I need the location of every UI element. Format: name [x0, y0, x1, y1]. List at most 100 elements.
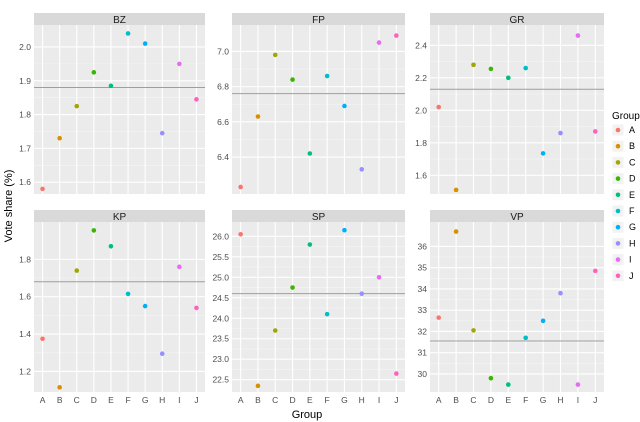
y-tick-label: 1.8	[19, 254, 31, 264]
data-point-j	[394, 371, 399, 376]
x-tick-label: E	[307, 395, 313, 405]
data-point-d	[91, 70, 97, 75]
y-tick-label: 32	[418, 326, 428, 336]
legend-label: H	[629, 238, 636, 248]
data-point-c	[272, 328, 278, 333]
y-tick-label: 1.8	[19, 110, 31, 120]
panel-background	[430, 222, 604, 392]
legend-swatch	[615, 160, 621, 165]
data-point-a	[238, 231, 243, 237]
data-point-b	[57, 385, 62, 390]
data-point-i	[177, 61, 182, 67]
data-point-j	[194, 97, 199, 102]
legend-item-c: C	[611, 155, 636, 169]
data-point-a	[436, 315, 442, 320]
facet-panel-kp: KP 1.2 1.4 1.6 1.8 A B C D E F G H I J	[19, 210, 205, 405]
facet-strip	[430, 210, 604, 222]
y-tick-label: 1.6	[19, 177, 31, 187]
data-point-d	[488, 66, 494, 72]
data-point-c	[74, 103, 80, 109]
data-point-e	[307, 242, 313, 247]
x-tick-label: H	[557, 395, 563, 405]
legend-item-d: D	[611, 172, 636, 186]
data-point-f	[523, 65, 528, 71]
y-tick-label: 25.5	[212, 252, 229, 262]
facet-panels: BZ 1.6 1.7 1.8 1.9 2.0 FP 6.4 6.6 6.8 7.0 GR 1.6 1.8 2…	[19, 13, 604, 405]
data-point-i	[376, 275, 382, 280]
data-point-i	[575, 33, 581, 38]
data-point-g	[540, 318, 546, 324]
data-point-g	[342, 227, 347, 233]
x-tick-label: D	[289, 395, 295, 405]
data-point-c	[471, 328, 476, 333]
data-point-e	[108, 83, 114, 89]
x-tick-label: J	[394, 395, 398, 405]
legend-label: F	[629, 206, 635, 216]
x-tick-label: D	[488, 395, 494, 405]
facet-strip	[232, 210, 405, 222]
data-point-d	[290, 285, 295, 290]
facet-panel-vp: VP 30 31 32 33 34 35 36 A B C D E F G H I J	[418, 210, 604, 405]
legend-swatch	[615, 192, 621, 198]
data-point-i	[376, 40, 382, 45]
x-tick-label: C	[74, 395, 80, 405]
x-tick-label: J	[593, 395, 597, 405]
legend-swatch	[615, 208, 621, 214]
facet-strip	[34, 210, 205, 222]
x-tick-label: G	[341, 395, 348, 405]
data-point-j	[194, 305, 199, 311]
data-point-e	[108, 243, 114, 249]
x-tick-label: B	[57, 395, 63, 405]
x-tick-label: F	[325, 395, 330, 405]
legend-label: I	[629, 255, 632, 265]
panel-background	[232, 25, 405, 194]
facet-strip	[34, 13, 205, 25]
data-point-e	[506, 382, 511, 387]
facet-strip-label: GR	[510, 15, 525, 26]
data-point-d	[91, 228, 97, 233]
x-axis-title: Group	[292, 409, 323, 421]
x-tick-label: B	[255, 395, 261, 405]
data-point-e	[307, 151, 313, 156]
data-point-e	[506, 75, 511, 81]
y-tick-label: 24.5	[212, 293, 229, 303]
data-point-h	[558, 130, 563, 136]
legend-item-g: G	[611, 220, 636, 234]
y-tick-label: 6.6	[217, 117, 229, 127]
x-tick-label: F	[523, 395, 528, 405]
data-point-a	[40, 336, 45, 342]
data-point-f	[324, 311, 330, 317]
x-tick-label: A	[436, 395, 442, 405]
x-tick-label: E	[108, 395, 114, 405]
data-point-h	[159, 351, 165, 357]
y-tick-label: 35	[418, 263, 428, 273]
data-point-h	[558, 290, 563, 296]
y-tick-label: 1.6	[415, 170, 427, 180]
x-tick-label: D	[91, 395, 97, 405]
data-point-c	[272, 52, 278, 58]
facet-strip-label: BZ	[113, 15, 126, 26]
data-point-f	[125, 31, 131, 36]
y-tick-label: 1.9	[19, 76, 31, 86]
legend-label: C	[629, 157, 636, 167]
facet-panel-gr: GR 1.6 1.8 2.0 2.2 2.4	[415, 13, 604, 194]
x-tick-label: C	[470, 395, 476, 405]
data-point-d	[290, 77, 295, 82]
data-point-b	[255, 114, 261, 119]
facet-strip-label: SP	[312, 212, 326, 223]
legend-label: B	[629, 141, 635, 151]
y-tick-label: 1.2	[19, 366, 31, 376]
legend-item-b: B	[611, 139, 635, 153]
facet-panel-sp: SP 22.5 23.0 23.5 24.0 24.5 25.0 25.5 26.0 A B C D E F…	[212, 210, 405, 405]
legend-swatch	[615, 127, 621, 133]
facet-panel-bz: BZ 1.6 1.7 1.8 1.9 2.0	[19, 13, 205, 194]
facet-strip-label: FP	[312, 15, 325, 26]
y-tick-label: 36	[418, 241, 428, 251]
legend-item-i: I	[611, 253, 632, 267]
y-tick-label: 1.6	[19, 292, 31, 302]
data-point-b	[255, 383, 261, 389]
y-tick-label: 6.8	[217, 82, 229, 92]
x-tick-label: A	[40, 395, 46, 405]
